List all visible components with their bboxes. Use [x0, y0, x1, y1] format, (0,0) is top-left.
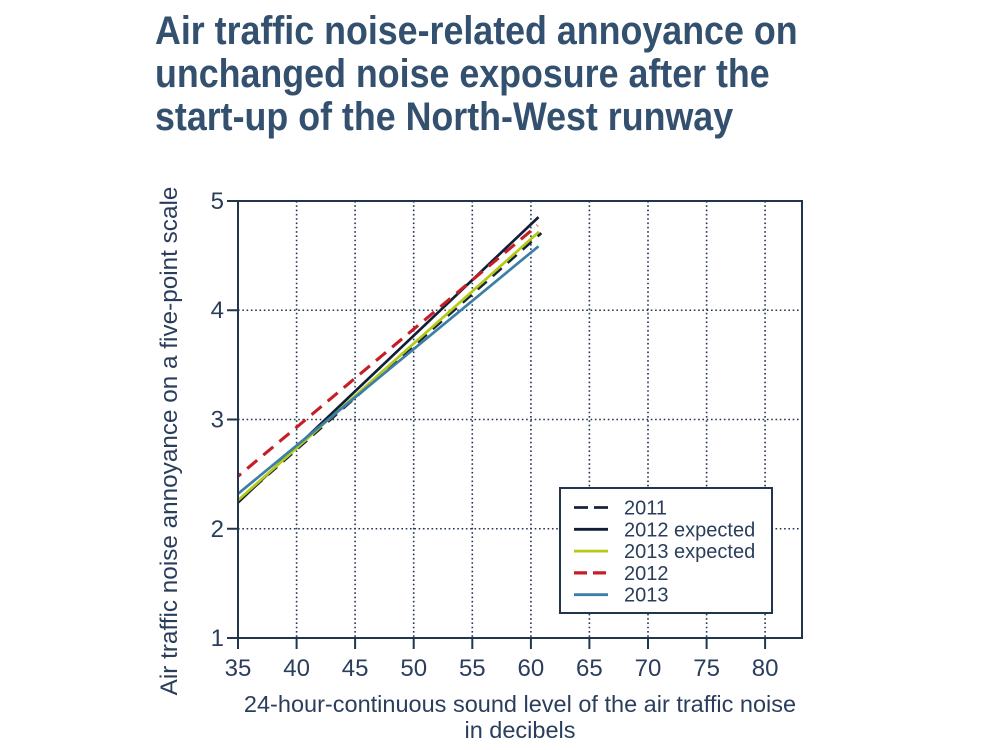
svg-text:80: 80: [752, 655, 779, 682]
svg-text:1: 1: [211, 625, 224, 652]
svg-text:35: 35: [225, 655, 252, 682]
svg-text:2013 expected: 2013 expected: [624, 541, 755, 563]
svg-text:2011: 2011: [624, 498, 667, 520]
svg-text:75: 75: [693, 655, 720, 682]
svg-text:2013: 2013: [624, 585, 669, 607]
svg-text:in decibels: in decibels: [464, 717, 575, 743]
svg-text:55: 55: [459, 655, 486, 682]
svg-text:50: 50: [400, 655, 427, 682]
svg-text:70: 70: [635, 655, 662, 682]
svg-text:2012 expected: 2012 expected: [624, 519, 755, 541]
svg-text:4: 4: [211, 297, 224, 324]
svg-text:65: 65: [576, 655, 603, 682]
svg-text:40: 40: [283, 655, 310, 682]
svg-text:24-hour-continuous sound level: 24-hour-continuous sound level of the ai…: [244, 691, 796, 717]
svg-text:3: 3: [211, 407, 224, 434]
svg-text:Air traffic noise annoyance on: Air traffic noise annoyance on a five-po…: [156, 187, 183, 696]
svg-text:60: 60: [518, 655, 545, 682]
svg-text:45: 45: [342, 655, 369, 682]
svg-text:2012: 2012: [624, 563, 669, 585]
svg-text:2: 2: [211, 516, 224, 543]
svg-text:5: 5: [211, 188, 224, 215]
